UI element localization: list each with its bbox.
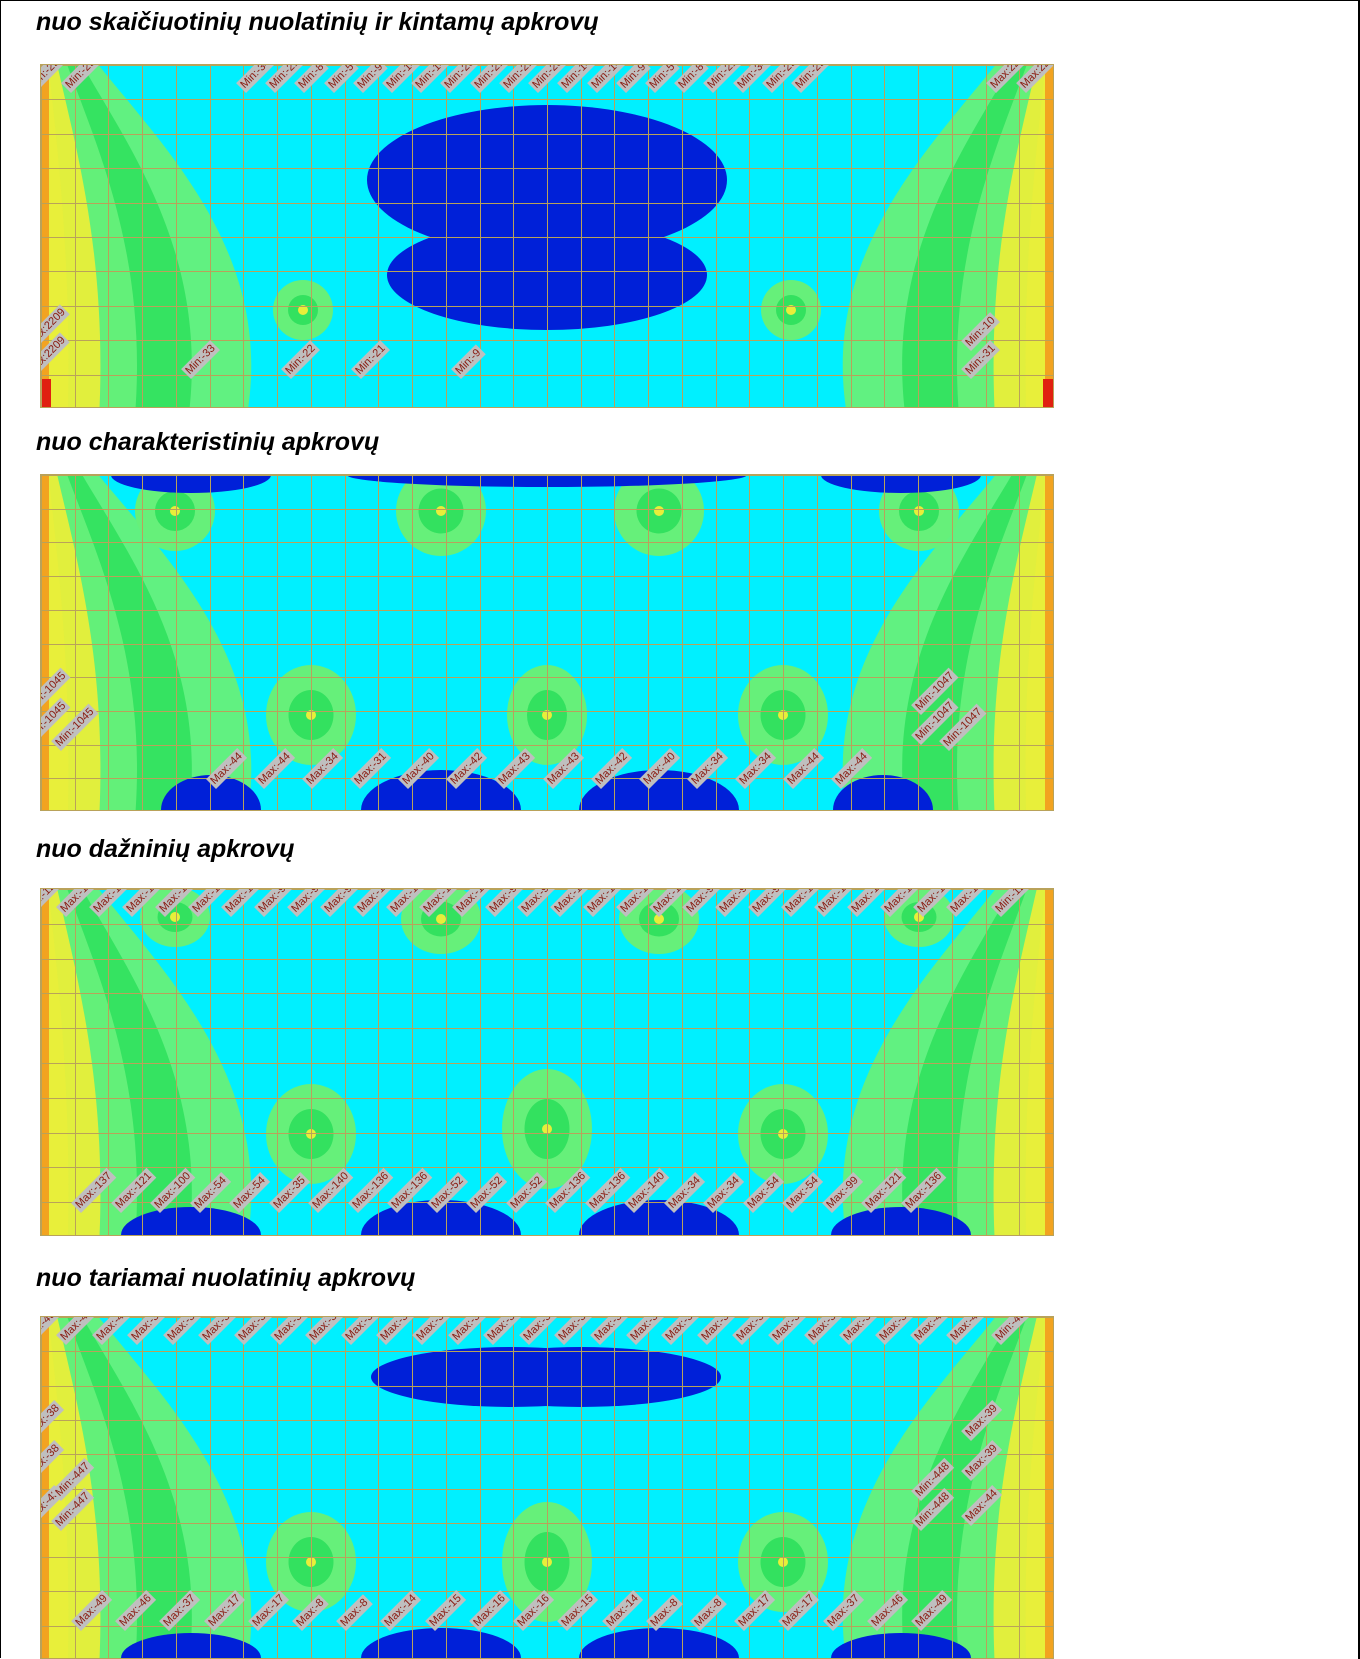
contour-svg: [41, 1317, 1053, 1658]
right-border: [1358, 0, 1360, 1659]
contour-svg: [41, 889, 1053, 1235]
section-title-2: nuo charakteristinių apkrovų: [36, 428, 380, 456]
contour-plot-2: Min:-1045 Min:-1045 Min:-1045 Min:-1047 Min:…: [40, 474, 1054, 811]
contour-plot-1: Min:-29Min:-29Min:-34Min:-21Min:-8Min:-5…: [40, 64, 1054, 408]
contour-svg: [41, 475, 1053, 810]
section-title-3: nuo dažninių apkrovų: [36, 835, 295, 863]
contour-plot-4: Min:-456Max:-49Max:-41Max:-38Max:-36Max:…: [40, 1316, 1054, 1659]
section-title-1: nuo skaičiuotinių nuolatinių ir kintamų …: [36, 8, 599, 36]
contour-plot-3: Min:-1271Max:-132Max:-132Max:-135Max:-12…: [40, 888, 1054, 1236]
section-title-4: nuo tariamai nuolatinių apkrovų: [36, 1264, 416, 1292]
